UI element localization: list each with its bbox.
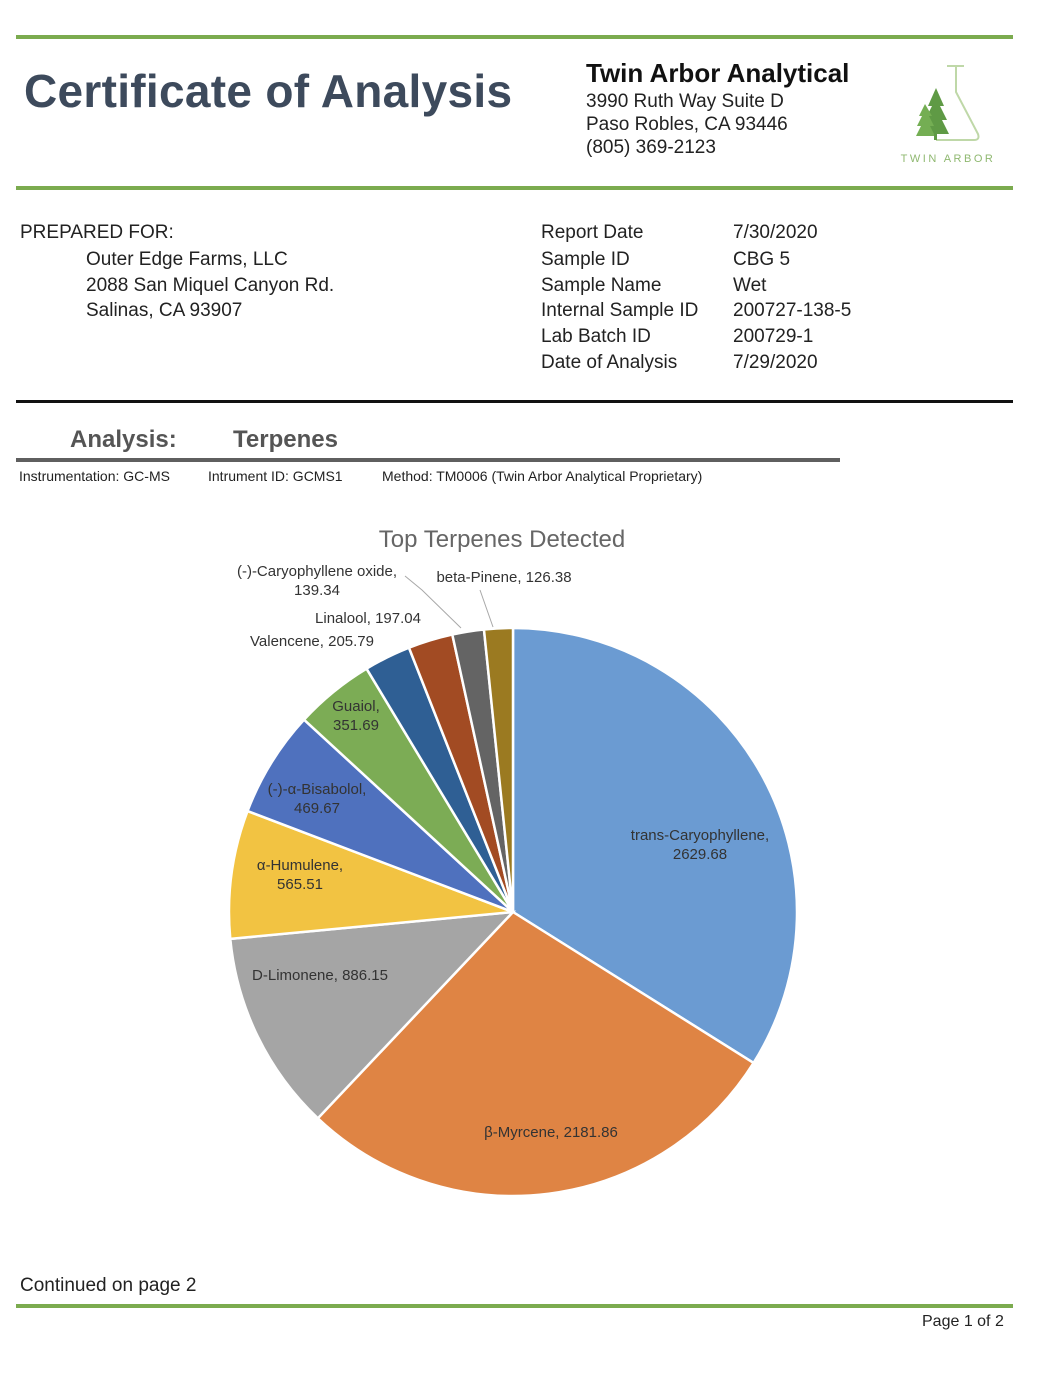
lab-name: Twin Arbor Analytical (586, 58, 850, 88)
data-label: Valencene, 205.79 (250, 633, 374, 650)
logo-wordmark: TWIN ARBOR (901, 153, 996, 165)
lab-batch-id-value: 200729-1 (733, 326, 814, 347)
lab-batch-id-label: Lab Batch ID (541, 326, 651, 347)
internal-sample-id-label: Internal Sample ID (541, 300, 699, 321)
internal-sample-id-value: 200727-138-5 (733, 300, 852, 321)
date-of-analysis-label: Date of Analysis (541, 352, 678, 373)
analysis-rule (16, 458, 840, 462)
section-divider (16, 400, 1013, 403)
date-of-analysis-value: 7/29/2020 (733, 352, 818, 373)
top-rule (16, 35, 1013, 39)
data-label: Linalool, 197.04 (315, 610, 421, 627)
footer-rule (16, 1304, 1013, 1308)
terpene-pie-chart: Top Terpenes Detected trans-Caryophyllen… (227, 526, 799, 1198)
data-label: trans-Caryophyllene, 2629.68 (631, 827, 769, 863)
pie-slice-beta-pinene (482, 626, 515, 913)
sample-name-label: Sample Name (541, 275, 662, 296)
report-date-label: Report Date (541, 222, 644, 243)
leader-line (479, 589, 494, 628)
instrument-id: Intrument ID: GCMS1 (208, 468, 343, 484)
pie-slice-humulene (227, 809, 514, 941)
data-label: beta-Pinene, 126.38 (436, 569, 571, 586)
data-label: (-)-Caryophyllene oxide, 139.34 (237, 563, 397, 599)
continued-note: Continued on page 2 (20, 1275, 197, 1296)
data-label: D-Limonene, 886.15 (252, 967, 388, 984)
data-label: (-)-α-Bisabolol, 469.67 (268, 781, 367, 817)
data-label: β-Myrcene, 2181.86 (484, 1124, 618, 1141)
data-label: α-Humulene, 565.51 (257, 857, 343, 893)
lab-address-line-2: Paso Robles, CA 93446 (586, 114, 788, 135)
pie-slice-myrcene (316, 910, 756, 1198)
prepared-for-label: PREPARED FOR: (20, 222, 174, 243)
sample-id-value: CBG 5 (733, 249, 791, 270)
lab-address-line-1: 3990 Ruth Way Suite D (586, 91, 784, 112)
pie-slice-trans-caryophyllene (511, 626, 799, 1065)
header-bottom-rule (16, 186, 1013, 190)
sample-id-label: Sample ID (541, 249, 630, 270)
client-city: Salinas, CA 93907 (86, 300, 243, 321)
data-label: Guaiol, 351.69 (332, 698, 380, 734)
method: Method: TM0006 (Twin Arbor Analytical Pr… (382, 468, 703, 484)
page-number: Page 1 of 2 (922, 1313, 1004, 1330)
sample-name-value: Wet (733, 275, 767, 296)
analysis-type: Terpenes (233, 426, 338, 453)
client-street: 2088 San Miquel Canyon Rd. (86, 275, 335, 296)
document-title: Certificate of Analysis (24, 65, 513, 117)
lab-phone: (805) 369-2123 (586, 137, 716, 158)
pie-slice-d-limonene (228, 910, 517, 1121)
leader-line (404, 575, 462, 629)
client-name: Outer Edge Farms, LLC (86, 249, 288, 270)
chart-title: Top Terpenes Detected (379, 526, 625, 553)
analysis-label: Analysis: (70, 426, 177, 453)
twin-arbor-logo: TWIN ARBOR (901, 65, 996, 165)
instrumentation: Instrumentation: GC-MS (19, 468, 170, 484)
report-date-value: 7/30/2020 (733, 222, 818, 243)
